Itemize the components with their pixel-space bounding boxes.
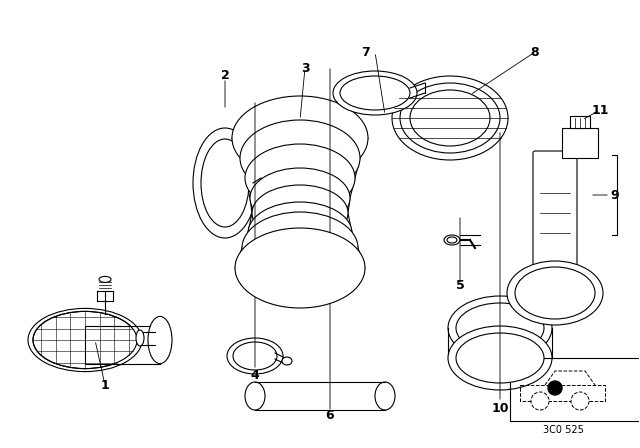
- Ellipse shape: [136, 330, 144, 346]
- Ellipse shape: [99, 276, 111, 282]
- Text: 6: 6: [326, 409, 334, 422]
- Ellipse shape: [333, 71, 417, 115]
- Text: 1: 1: [100, 379, 109, 392]
- Ellipse shape: [148, 316, 172, 364]
- Text: 5: 5: [456, 279, 465, 292]
- Bar: [562, 128, 598, 158]
- Ellipse shape: [248, 202, 352, 264]
- Ellipse shape: [250, 168, 350, 228]
- Ellipse shape: [245, 144, 355, 212]
- Ellipse shape: [232, 96, 368, 180]
- Ellipse shape: [456, 333, 544, 383]
- Ellipse shape: [193, 128, 257, 238]
- Bar: [85, 327, 160, 364]
- FancyBboxPatch shape: [533, 151, 577, 275]
- Ellipse shape: [282, 357, 292, 365]
- Text: 11: 11: [591, 103, 609, 116]
- Bar: [570, 116, 590, 128]
- Circle shape: [571, 392, 589, 410]
- Ellipse shape: [515, 267, 595, 319]
- Circle shape: [531, 392, 549, 410]
- Ellipse shape: [245, 382, 265, 410]
- Text: 4: 4: [251, 369, 259, 382]
- Ellipse shape: [447, 237, 457, 243]
- Text: 9: 9: [611, 189, 620, 202]
- Text: 3: 3: [301, 61, 309, 74]
- Ellipse shape: [448, 326, 552, 390]
- Ellipse shape: [400, 83, 500, 153]
- Text: 8: 8: [531, 46, 540, 59]
- Text: 3C0 525: 3C0 525: [543, 425, 584, 435]
- Ellipse shape: [340, 76, 410, 110]
- Circle shape: [548, 381, 562, 395]
- Ellipse shape: [240, 120, 360, 196]
- Ellipse shape: [448, 296, 552, 360]
- Text: 7: 7: [360, 46, 369, 59]
- Ellipse shape: [252, 185, 348, 241]
- Ellipse shape: [227, 338, 283, 374]
- Text: 10: 10: [492, 401, 509, 414]
- Text: 2: 2: [221, 69, 229, 82]
- Ellipse shape: [235, 228, 365, 308]
- Ellipse shape: [392, 76, 508, 160]
- Ellipse shape: [444, 235, 460, 245]
- Ellipse shape: [375, 382, 395, 410]
- Ellipse shape: [242, 212, 358, 284]
- Ellipse shape: [201, 139, 249, 227]
- Ellipse shape: [233, 342, 277, 370]
- Ellipse shape: [507, 261, 603, 325]
- Ellipse shape: [33, 311, 137, 369]
- Ellipse shape: [456, 303, 544, 353]
